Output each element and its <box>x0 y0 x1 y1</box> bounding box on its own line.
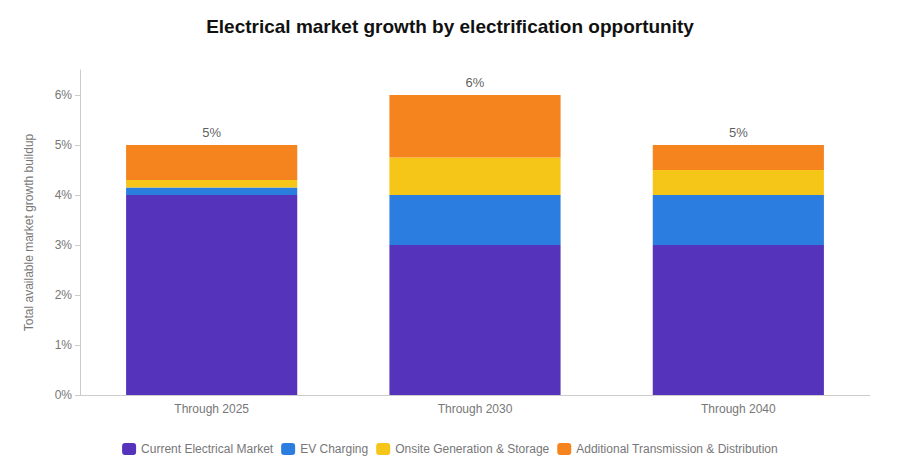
svg-text:3%: 3% <box>55 238 73 252</box>
svg-text:1%: 1% <box>55 338 73 352</box>
svg-text:EV Charging: EV Charging <box>300 442 368 456</box>
svg-text:2%: 2% <box>55 288 73 302</box>
svg-text:6%: 6% <box>55 88 73 102</box>
svg-text:5%: 5% <box>55 138 73 152</box>
svg-text:5%: 5% <box>729 125 748 140</box>
svg-text:Electrical market growth by el: Electrical market growth by electrificat… <box>206 16 694 37</box>
svg-text:5%: 5% <box>202 125 221 140</box>
svg-text:Current Electrical Market: Current Electrical Market <box>141 442 274 456</box>
svg-text:Through 2025: Through 2025 <box>174 402 249 416</box>
svg-text:0%: 0% <box>55 388 73 402</box>
svg-text:6%: 6% <box>466 75 485 90</box>
svg-text:Additional Transmission & Dist: Additional Transmission & Distribution <box>576 442 777 456</box>
svg-text:Onsite Generation & Storage: Onsite Generation & Storage <box>395 442 549 456</box>
svg-text:Total available market growth: Total available market growth buildup <box>22 133 36 331</box>
svg-text:Through 2040: Through 2040 <box>701 402 776 416</box>
svg-text:Through 2030: Through 2030 <box>438 402 513 416</box>
svg-text:4%: 4% <box>55 188 73 202</box>
